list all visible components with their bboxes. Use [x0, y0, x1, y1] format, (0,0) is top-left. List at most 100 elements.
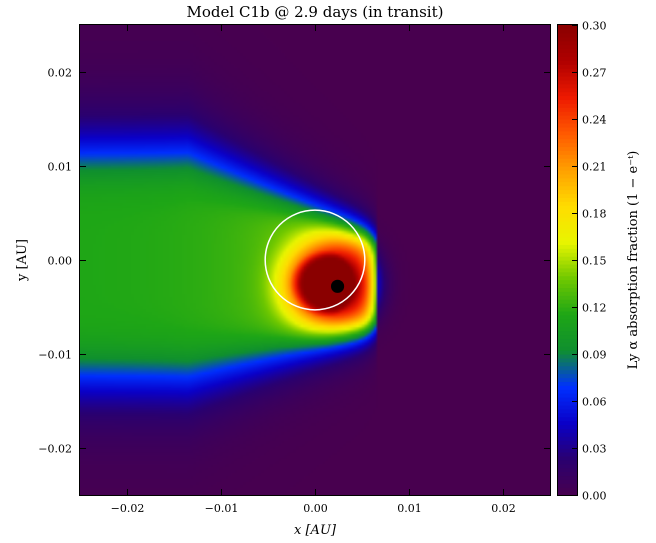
colorbar-segment [558, 479, 577, 484]
colorbar-segment [558, 381, 577, 386]
colorbar-segment [558, 72, 577, 77]
colorbar-segment [558, 354, 577, 359]
colorbar-segment [558, 463, 577, 469]
colorbar-segment [558, 408, 577, 414]
colorbar-segment [558, 491, 577, 496]
planet-marker [330, 279, 345, 293]
colorbar-segment [558, 181, 577, 187]
colorbar-segment [558, 142, 577, 148]
colorbar-segment [558, 158, 577, 163]
colorbar-segment [558, 303, 577, 308]
colorbar-tick-label: 0.15 [582, 255, 607, 268]
colorbar-segment [558, 471, 577, 477]
colorbar-segment [558, 271, 577, 277]
colorbar-segment [558, 150, 577, 155]
colorbar-segment [558, 404, 577, 410]
colorbar-tick-label: 0.24 [582, 114, 607, 127]
colorbar-ticks: 0.00 0.03 0.06 0.09 0.12 0.15 0.18 0.21 0.24 0.27… [572, 20, 607, 503]
colorbar-segment [558, 119, 577, 124]
colorbar-segment [558, 252, 577, 257]
colorbar-segment [558, 224, 577, 230]
colorbar-segment [558, 236, 577, 242]
colorbar-segment [558, 216, 577, 222]
colorbar-segment [558, 87, 577, 93]
colorbar-segment [558, 244, 577, 249]
colorbar-segment [558, 295, 577, 300]
y-tick-label: 0.01 [48, 161, 73, 174]
colorbar-segment [558, 357, 577, 363]
colorbar-segment [558, 389, 577, 394]
colorbar-segment [558, 448, 577, 453]
colorbar-segment [558, 91, 577, 97]
colorbar-segment [558, 322, 577, 328]
colorbar-segment [558, 279, 577, 285]
colorbar-segment [558, 487, 577, 492]
colorbar-segment [558, 111, 577, 116]
colorbar-segment [558, 103, 577, 108]
colorbar-segment [558, 326, 577, 332]
x-tick-label: −0.01 [205, 502, 239, 515]
colorbar-segment [558, 424, 577, 430]
colorbar-segment [558, 122, 577, 128]
colorbar-segment [558, 60, 577, 65]
colorbar-tick-label: 0.27 [582, 67, 607, 80]
colorbar-segment [558, 256, 577, 261]
colorbar-segment [558, 361, 577, 367]
y-tick-label: 0.00 [48, 255, 73, 268]
colorbar-segment [558, 287, 577, 292]
colorbar-segment [558, 451, 577, 457]
colorbar-segment [558, 260, 577, 265]
colorbar-segment [558, 173, 577, 179]
colorbar-segment [558, 28, 577, 34]
y-axis-label: y [AU] [15, 239, 30, 282]
colorbar-segment [558, 248, 577, 253]
colorbar-segment [558, 310, 577, 316]
colorbar-segment [558, 205, 577, 210]
colorbar-segment [558, 189, 577, 195]
colorbar-segment [558, 154, 577, 159]
colorbar-segment [558, 483, 577, 488]
colorbar-segment [558, 377, 577, 383]
colorbar-segment [558, 267, 577, 273]
colorbar-segment [558, 440, 577, 445]
colorbar-segment [558, 36, 577, 42]
colorbar-segment [558, 291, 577, 296]
colorbar-segment [558, 48, 577, 54]
colorbar-segment [558, 185, 577, 191]
colorbar-segment [558, 475, 577, 480]
colorbar [558, 25, 577, 496]
colorbar-segment [558, 138, 577, 144]
colorbar-tick-label: 0.30 [582, 20, 607, 33]
colorbar-segment [558, 275, 577, 281]
colorbar-segment [558, 283, 577, 289]
colorbar-segment [558, 79, 577, 85]
colorbar-segment [558, 193, 577, 198]
colorbar-segment [558, 32, 577, 38]
colorbar-tick-label: 0.12 [582, 302, 607, 315]
y-tick-label: −0.01 [38, 349, 72, 362]
colorbar-segment [558, 83, 577, 89]
colorbar-segment [558, 365, 577, 371]
plot-frame [79, 24, 551, 496]
colorbar-label: Ly α absorption fraction (1 − e⁻ᵗ) [626, 151, 641, 370]
y-axis-ticks: −0.02 −0.01 0.00 0.01 0.02 [38, 67, 550, 456]
colorbar-segment [558, 99, 577, 104]
colorbar-segment [558, 369, 577, 375]
colorbar-segment [558, 416, 577, 422]
colorbar-segment [558, 169, 577, 175]
colorbar-segment [558, 342, 577, 347]
colorbar-segment [558, 455, 577, 461]
colorbar-segment [558, 263, 577, 269]
colorbar-segment [558, 40, 577, 46]
colorbar-segment [558, 459, 577, 465]
heatmap-image [80, 25, 550, 495]
colorbar-tick-label: 0.18 [582, 208, 607, 221]
colorbar-segment [558, 197, 577, 202]
colorbar-segment [558, 393, 577, 398]
colorbar-segment [558, 130, 577, 136]
colorbar-segment [558, 75, 577, 81]
y-tick-label: 0.02 [48, 67, 73, 80]
colorbar-segment [558, 346, 577, 351]
colorbar-segment [558, 420, 577, 426]
colorbar-segment [558, 401, 577, 406]
